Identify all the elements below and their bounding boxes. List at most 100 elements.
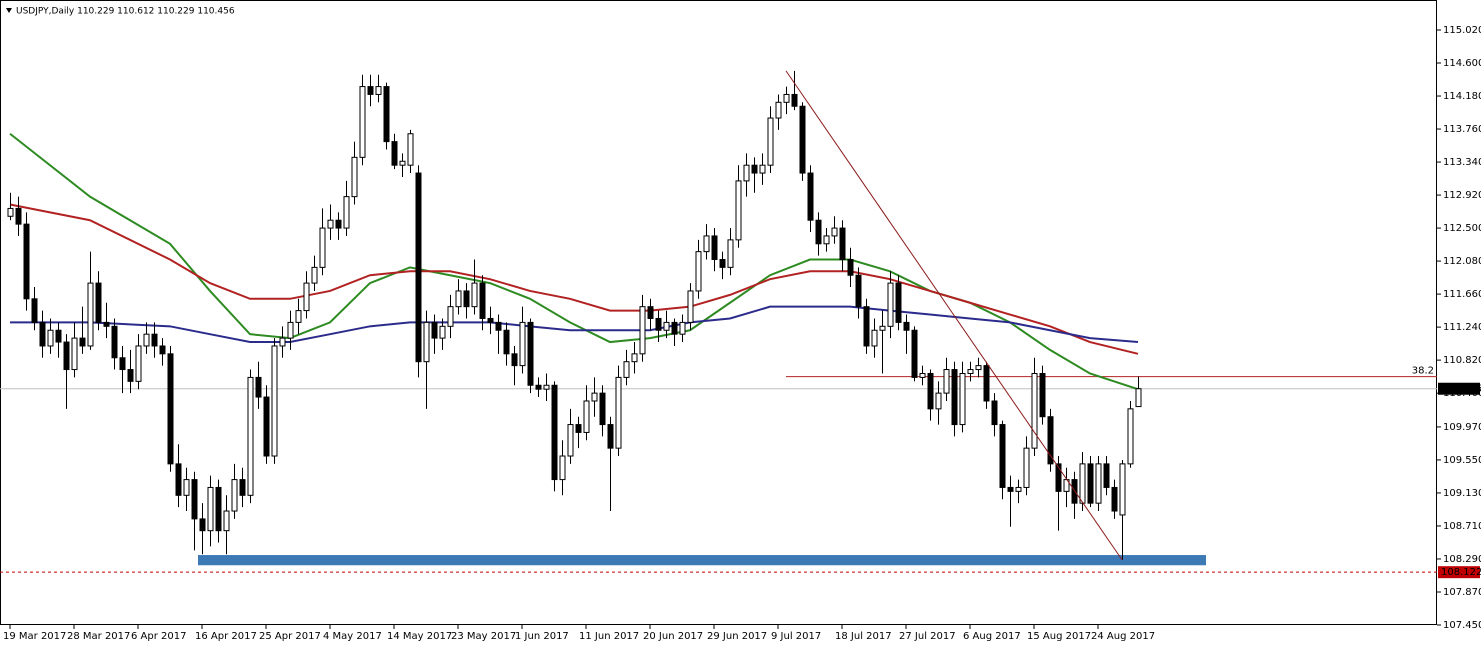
x-tick-label: 18 Jul 2017 <box>835 631 892 642</box>
candle-body <box>55 329 62 343</box>
candle-body <box>103 321 110 327</box>
candle-body <box>1103 463 1110 488</box>
candle-body <box>735 180 742 241</box>
candle-body <box>119 357 126 371</box>
candle-body <box>687 290 694 323</box>
candle-body <box>39 321 46 347</box>
candle-body <box>583 400 590 433</box>
candle-body <box>487 317 494 323</box>
candle-body <box>399 160 406 166</box>
trendline <box>785 70 1123 561</box>
y-tick-label: 108.710 <box>1443 521 1481 532</box>
x-tick-label: 11 Jun 2017 <box>579 631 639 642</box>
candle-body <box>1087 463 1094 504</box>
candle-body <box>511 353 518 367</box>
candle-body <box>255 376 262 398</box>
candle-body <box>783 93 790 103</box>
candle-body <box>367 86 374 95</box>
candle-body <box>15 207 22 225</box>
candle-body <box>79 337 86 347</box>
y-tick-label: 113.340 <box>1443 157 1481 168</box>
candle-body <box>935 392 942 410</box>
symbol-menu-icon <box>6 8 12 13</box>
y-tick-label: 109.550 <box>1443 455 1481 466</box>
candle-body <box>567 424 574 457</box>
candle-body <box>679 321 686 335</box>
candle-body <box>95 282 102 323</box>
candle-body <box>711 235 718 261</box>
candle-body <box>799 105 806 174</box>
candle-body <box>919 372 926 378</box>
candle-body <box>1015 486 1022 492</box>
candle-body <box>855 274 862 308</box>
candle-body <box>1111 486 1118 512</box>
candle-body <box>551 384 558 481</box>
candle-body <box>967 369 974 374</box>
candle-body <box>727 239 734 268</box>
candle-body <box>927 372 934 410</box>
candle-body <box>983 365 990 402</box>
x-tick-label: 9 Jul 2017 <box>771 631 821 642</box>
y-tick-label: 111.660 <box>1443 289 1481 300</box>
candle-body <box>719 259 726 268</box>
candle-body <box>1039 372 1046 418</box>
candle-body <box>111 325 118 359</box>
candle-body <box>319 227 326 268</box>
price-label: 110.456 <box>1441 384 1481 395</box>
candle-body <box>295 310 302 323</box>
candle-body <box>431 321 438 339</box>
candle-body <box>1023 447 1030 488</box>
x-tick-label: 23 May 2017 <box>451 631 516 642</box>
candle-body <box>527 321 534 386</box>
candle-body <box>247 376 254 496</box>
candle-body <box>423 321 430 363</box>
candle-body <box>1119 463 1126 516</box>
y-tick-label: 107.450 <box>1443 620 1481 631</box>
y-tick-label: 109.130 <box>1443 488 1481 499</box>
plot: 38.2 <box>0 70 1437 573</box>
candle-body <box>199 518 206 532</box>
candle-body <box>495 321 502 331</box>
candle-body <box>615 376 622 449</box>
candle-body <box>751 164 758 174</box>
candle-body <box>1047 416 1054 465</box>
candle-body <box>639 306 646 355</box>
x-tick-label: 20 Jun 2017 <box>643 631 703 642</box>
x-tick-label: 1 Jun 2017 <box>515 631 569 642</box>
candle-body <box>1079 463 1086 504</box>
y-tick-label: 111.240 <box>1443 322 1481 333</box>
candle-body <box>151 333 158 347</box>
x-tick-label: 29 Jun 2017 <box>707 631 767 642</box>
x-tick-label: 24 Aug 2017 <box>1091 631 1155 642</box>
fib-label: 38.2 <box>1412 366 1434 377</box>
candle-body <box>23 223 30 300</box>
candle-body <box>823 235 830 245</box>
candle-body <box>503 329 510 355</box>
candle-body <box>279 337 286 347</box>
candle-body <box>839 227 846 261</box>
candle-body <box>31 298 38 323</box>
y-tick-label: 112.920 <box>1443 190 1481 201</box>
candle-body <box>591 392 598 402</box>
moving-average <box>10 305 1139 344</box>
candle-body <box>391 141 398 166</box>
candle-body <box>847 259 854 276</box>
candle-body <box>175 463 182 496</box>
x-tick-label: 14 May 2017 <box>387 631 452 642</box>
candle-body <box>895 282 902 323</box>
candle-body <box>263 396 270 457</box>
candle-body <box>143 333 150 347</box>
y-tick-label: 115.020 <box>1443 25 1481 36</box>
candle-body <box>63 341 70 371</box>
x-tick-label: 4 May 2017 <box>323 631 382 642</box>
candle-body <box>207 486 214 532</box>
x-tick-label: 15 Aug 2017 <box>1027 631 1091 642</box>
candle-body <box>631 353 638 363</box>
candle-body <box>599 392 606 426</box>
candle-body <box>943 369 950 394</box>
candle-body <box>1127 408 1134 465</box>
candle-body <box>903 321 910 331</box>
candle-body <box>671 321 678 335</box>
x-tick-label: 6 Apr 2017 <box>131 631 186 642</box>
